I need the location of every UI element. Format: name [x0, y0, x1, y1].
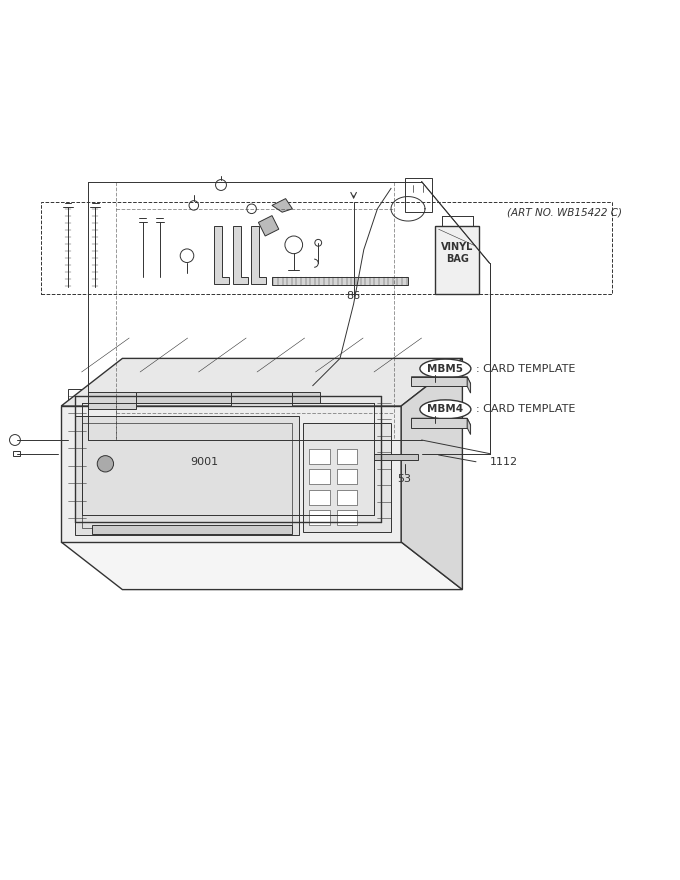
- Bar: [82, 423, 292, 528]
- Polygon shape: [233, 226, 248, 283]
- Bar: [309, 469, 330, 484]
- Polygon shape: [92, 525, 292, 534]
- Bar: [337, 469, 357, 484]
- Bar: [337, 449, 357, 464]
- Polygon shape: [411, 377, 467, 386]
- Polygon shape: [214, 226, 229, 283]
- Circle shape: [216, 180, 226, 190]
- Text: 9001: 9001: [190, 458, 218, 467]
- Bar: [231, 392, 292, 406]
- Bar: [88, 392, 136, 409]
- Polygon shape: [411, 418, 471, 427]
- Ellipse shape: [420, 400, 471, 419]
- Bar: [136, 392, 320, 402]
- Polygon shape: [61, 406, 401, 542]
- Text: (ART NO. WB15422 C): (ART NO. WB15422 C): [507, 207, 622, 217]
- Text: VINYL
BAG: VINYL BAG: [441, 242, 473, 264]
- Polygon shape: [374, 453, 418, 460]
- Bar: [337, 510, 357, 525]
- Bar: [309, 449, 330, 464]
- Text: 1112: 1112: [490, 457, 517, 466]
- Text: : CARD TEMPLATE: : CARD TEMPLATE: [476, 405, 575, 414]
- Polygon shape: [258, 216, 279, 236]
- Bar: [435, 226, 479, 294]
- Ellipse shape: [420, 359, 471, 378]
- Text: 53: 53: [398, 474, 411, 484]
- Text: : CARD TEMPLATE: : CARD TEMPLATE: [476, 363, 575, 374]
- Bar: [309, 510, 330, 525]
- Polygon shape: [467, 418, 471, 435]
- Bar: [405, 178, 432, 212]
- Polygon shape: [61, 358, 462, 406]
- Polygon shape: [377, 396, 391, 525]
- Circle shape: [247, 204, 256, 214]
- Polygon shape: [68, 389, 86, 525]
- Polygon shape: [467, 377, 471, 393]
- Text: MBM4: MBM4: [427, 405, 464, 414]
- Circle shape: [97, 456, 114, 472]
- Bar: [41, 202, 612, 294]
- Circle shape: [10, 435, 20, 445]
- Polygon shape: [411, 377, 471, 385]
- Text: MBM5: MBM5: [428, 363, 463, 374]
- Polygon shape: [61, 542, 462, 590]
- Text: 86: 86: [347, 290, 360, 301]
- Bar: [303, 423, 391, 532]
- Bar: [13, 451, 20, 457]
- Circle shape: [180, 249, 194, 262]
- Circle shape: [315, 239, 322, 246]
- Circle shape: [189, 201, 199, 210]
- Polygon shape: [251, 226, 266, 283]
- Polygon shape: [411, 418, 467, 428]
- Bar: [309, 489, 330, 504]
- Bar: [272, 277, 408, 285]
- Bar: [75, 416, 299, 535]
- Polygon shape: [401, 358, 462, 590]
- Polygon shape: [272, 199, 292, 212]
- Bar: [337, 489, 357, 504]
- Circle shape: [103, 494, 111, 502]
